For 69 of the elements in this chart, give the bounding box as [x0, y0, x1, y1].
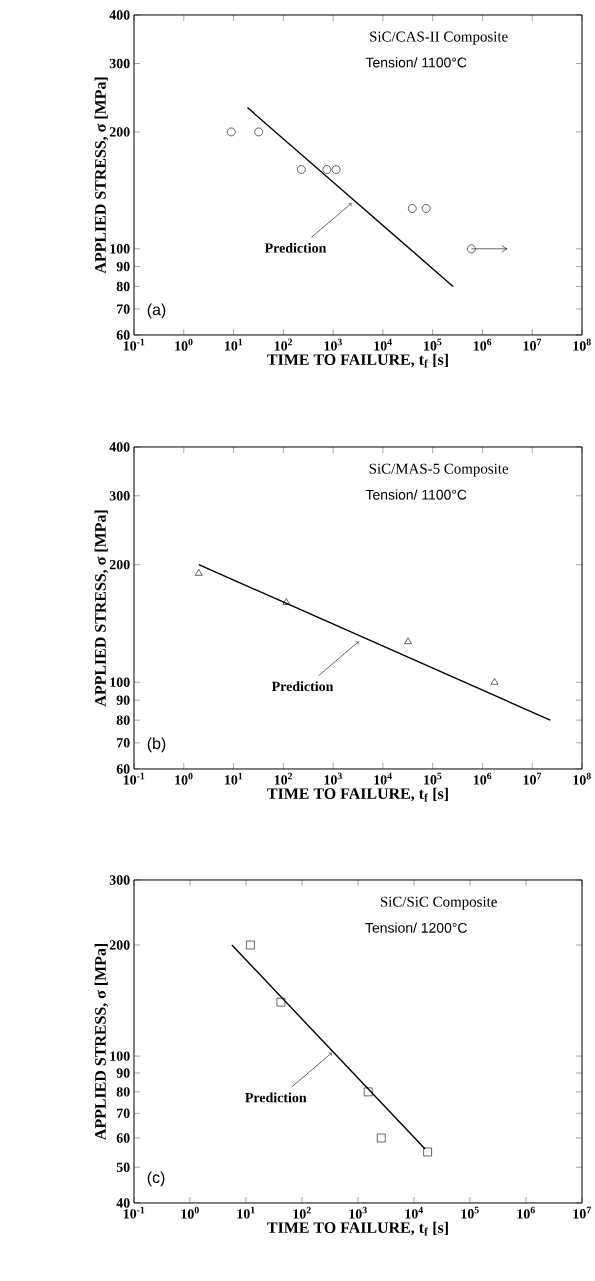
text: Tension/ 1100°C [365, 57, 467, 68]
x-tick-label: 10$^{1}$ [225, 772, 243, 785]
y-tick-label: 200 [109, 127, 130, 137]
x-tick-label: 10$^{6}$ [473, 772, 492, 785]
x-tick-label: 10$^{1}$ [225, 338, 243, 351]
x-tick-label: 10$^{4}$ [374, 338, 392, 351]
y-tick-label: 200 [109, 940, 130, 950]
y-tick-label: 70 [117, 304, 130, 314]
x-axis-title: TIME TO FAILURE, t$_{f}$ [s] [267, 353, 448, 368]
x-tick-label: 10$^{3}$ [324, 772, 342, 785]
x-tick-label: 10$^{1}$ [237, 1206, 255, 1219]
y-tick-label: 300 [109, 491, 130, 501]
x-axis-title: TIME TO FAILURE, t$_{f}$ [s] [267, 1221, 448, 1236]
x-tick-label: 10$^{2}$ [274, 338, 293, 351]
x-tick-label: 10$^{5}$ [424, 338, 442, 351]
y-tick-label: 60 [116, 330, 130, 340]
y-tick-label: 100 [110, 244, 130, 254]
y-tick-label: 40 [116, 1198, 130, 1208]
annotation: Prediction [245, 1092, 307, 1103]
y-axis-title: APPLIED STRESS, σ [MPa] [94, 944, 109, 1140]
x-tick-label: 10$^{7}$ [523, 338, 542, 351]
y-tick-label: 80 [116, 1087, 130, 1097]
x-tick-label: 10$^{5}$ [461, 1206, 479, 1219]
x-tick-label: 10$^{2}$ [293, 1206, 311, 1219]
y-tick-label: 200 [109, 559, 130, 570]
y-tick-label: 400 [109, 10, 130, 20]
y-tick-label: 400 [109, 442, 130, 452]
text: SiC/CAS-II Composite [370, 31, 508, 45]
x-tick-label: 10$^{4}$ [405, 1206, 423, 1219]
y-tick-label: 300 [109, 58, 130, 69]
y-tick-label: 90 [116, 695, 130, 705]
y-tick-label: 50 [116, 1162, 130, 1172]
x-tick-label: 10$^{7}$ [523, 772, 542, 785]
x-tick-label: 10$^{8}$ [573, 772, 591, 785]
annotation: Prediction [264, 242, 327, 253]
y-tick-label: 60 [116, 1133, 130, 1143]
x-tick-label: 10$^{0}$ [175, 772, 193, 785]
x-tick-label: 10$^{6}$ [473, 338, 492, 351]
x-tick-label: 10$^{0}$ [175, 338, 193, 351]
x-tick-label: 10$^{3}$ [324, 338, 342, 351]
x-tick-label: 10$^{5}$ [424, 772, 442, 785]
x-tick-label: 10$^{0}$ [181, 1206, 199, 1219]
x-tick-label: 10$^{4}$ [374, 772, 392, 785]
y-tick-label: 300 [109, 875, 130, 885]
text: Tension/ 1200°C [365, 922, 467, 933]
y-tick-label: 90 [116, 1068, 130, 1078]
annotation: (c) [147, 1171, 165, 1187]
y-tick-label: 100 [110, 1051, 130, 1061]
annotation: (a) [147, 303, 166, 319]
y-axis-title: APPLIED STRESS, σ [MPa] [94, 77, 109, 274]
text: SiC/SiC Composite [380, 896, 497, 910]
x-tick-label: 10$^{8}$ [573, 338, 591, 351]
x-tick-label: 10$^{7}$ [573, 1206, 591, 1219]
annotation: (b) [147, 737, 166, 753]
x-axis-title: TIME TO FAILURE, t$_{f}$ [s] [267, 787, 448, 802]
text: Tension/ 1100°C [365, 489, 467, 500]
y-tick-label: 80 [116, 715, 130, 725]
text: SiC/MAS-5 Composite [369, 463, 509, 477]
y-axis-title: APPLIED STRESS, σ [MPa] [94, 510, 109, 707]
y-tick-label: 70 [117, 1108, 130, 1118]
x-tick-label: 10$^{6}$ [517, 1206, 535, 1219]
annotation: Prediction [271, 681, 334, 692]
y-tick-label: 90 [116, 261, 130, 272]
x-tick-label: 10$^{3}$ [349, 1206, 367, 1219]
y-tick-label: 100 [110, 677, 130, 687]
y-tick-label: 70 [117, 738, 130, 748]
y-tick-label: 80 [116, 281, 130, 292]
y-tick-label: 60 [116, 764, 130, 774]
x-tick-label: 10$^{2}$ [274, 772, 293, 785]
